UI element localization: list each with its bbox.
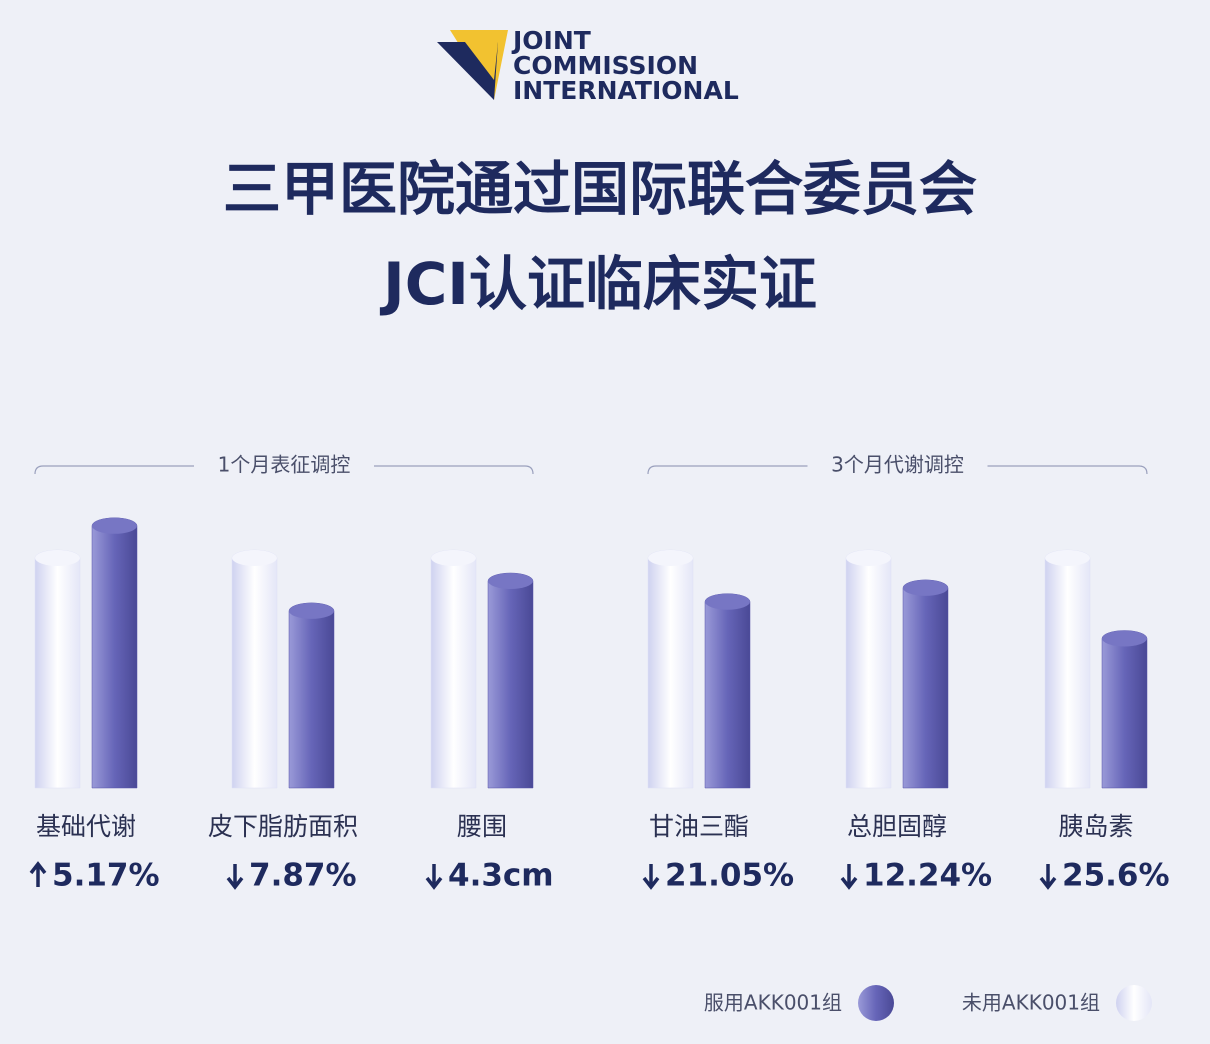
bar [487, 572, 534, 789]
bar [91, 517, 138, 789]
bar-cap [903, 579, 948, 596]
change-arrow [840, 864, 858, 890]
bar-cap [846, 550, 891, 566]
logo-text: INTERNATIONAL [513, 76, 739, 105]
bar-cap [289, 602, 334, 619]
change-arrow [226, 864, 244, 890]
change-arrow [1039, 864, 1057, 890]
change-label: 25.6% [1062, 858, 1170, 894]
chart-title: JCI认证临床实证 [379, 250, 817, 318]
legend-label: 服用AKK001组 [704, 991, 842, 1015]
bar-cap [705, 593, 750, 610]
change-label: 5.17% [52, 858, 160, 894]
bar-cap [232, 550, 277, 566]
x-tick-label: 总胆固醇 [847, 812, 947, 841]
change-arrow [425, 864, 443, 890]
x-tick-label: 基础代谢 [36, 812, 136, 841]
bar-cap [1045, 550, 1090, 566]
bar-cap [648, 550, 693, 566]
logo-text: JOINT [511, 26, 591, 55]
change-label: 12.24% [863, 858, 992, 894]
logo-mark [437, 30, 508, 100]
legend-swatch [1116, 985, 1152, 1021]
logo-text: COMMISSION [513, 51, 698, 80]
bar [430, 549, 477, 789]
bar [1044, 549, 1091, 789]
bar-cap [92, 517, 137, 534]
bar [1101, 630, 1148, 789]
group-bracket [34, 465, 534, 475]
legend-label: 未用AKK001组 [962, 991, 1100, 1015]
bar-cap [431, 550, 476, 566]
change-label: 7.87% [249, 858, 357, 894]
bar [647, 549, 694, 789]
bar [902, 579, 949, 789]
change-label: 4.3cm [448, 858, 554, 894]
bar-cap [1102, 630, 1147, 647]
bar [231, 549, 278, 789]
change-arrow [29, 861, 47, 887]
bar [34, 549, 81, 789]
bar [288, 602, 335, 789]
x-tick-label: 腰围 [457, 812, 507, 841]
change-arrow [642, 864, 660, 890]
change-label: 21.05% [665, 858, 794, 894]
bar [845, 549, 892, 789]
group-bracket [647, 465, 1148, 475]
legend-swatch [858, 985, 894, 1021]
x-tick-label: 甘油三酯 [649, 812, 749, 841]
bar-cap [35, 550, 80, 566]
bar-cap [488, 573, 533, 589]
x-tick-label: 胰岛素 [1058, 812, 1133, 841]
group-label: 3个月代谢调控 [831, 453, 964, 477]
group-label: 1个月表征调控 [218, 453, 351, 477]
chart-title: 三甲医院通过国际联合委员会 [223, 155, 977, 223]
bar [704, 593, 751, 789]
x-tick-label: 皮下脂肪面积 [208, 812, 358, 841]
